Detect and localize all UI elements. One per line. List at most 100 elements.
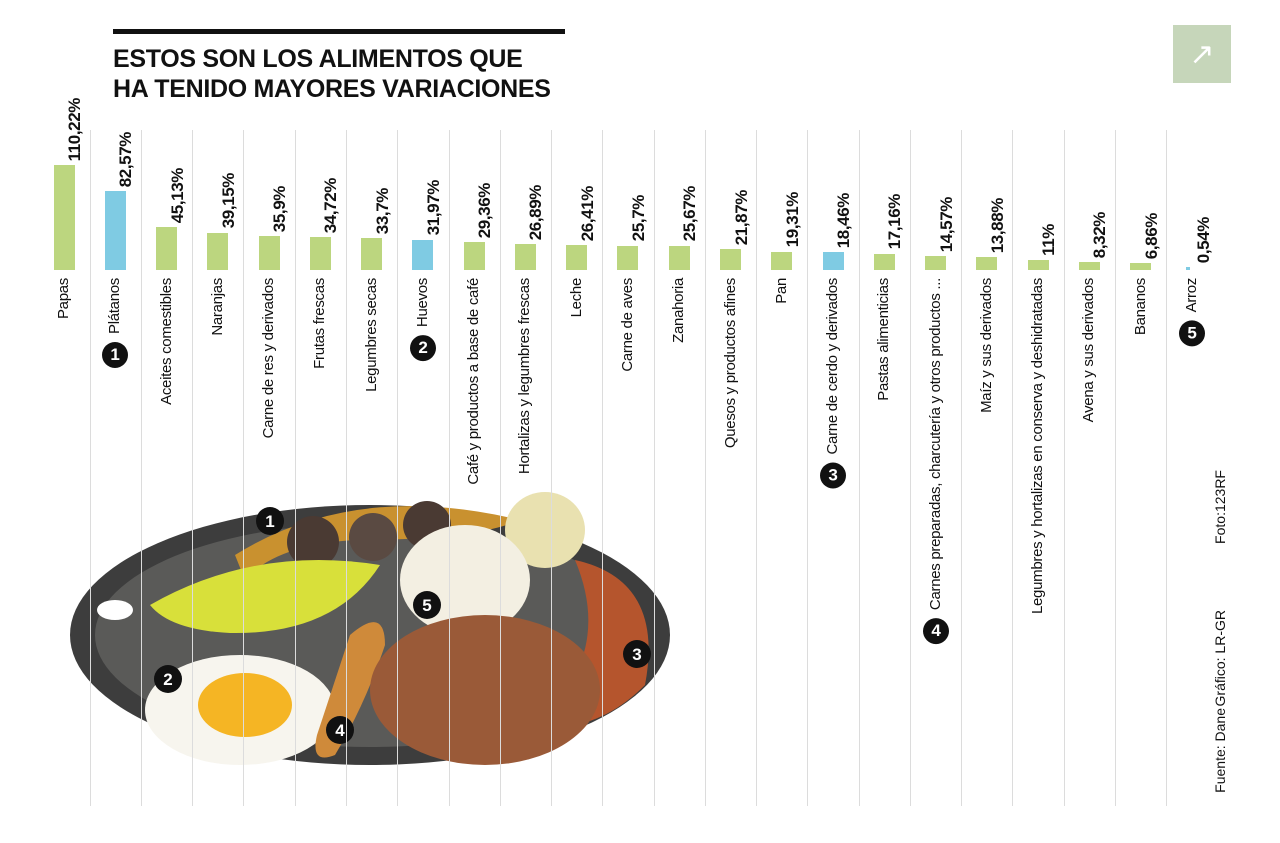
column-divider: [1063, 130, 1065, 806]
source-credit: Fuente: Dane: [1212, 708, 1228, 793]
value-label: 17,16%: [885, 194, 905, 250]
category-label: Zanahoria: [670, 278, 688, 343]
column-divider: [909, 130, 911, 806]
value-label: 45,13%: [167, 167, 187, 224]
chorizo: [349, 513, 397, 561]
value-label: 33,7%: [372, 187, 392, 234]
value-label: 14,57%: [936, 196, 956, 253]
beans: [370, 615, 600, 765]
column-divider: [89, 130, 91, 806]
bandeja-paisa-photo: 1 2 3 4 5: [70, 492, 670, 765]
category-text: Huevos: [413, 278, 431, 328]
category-text: Plátanos: [106, 278, 124, 334]
category-label: 2 Huevos: [409, 278, 436, 362]
column-divider: [243, 130, 245, 806]
column-divider: [294, 130, 296, 806]
chorizo: [287, 516, 339, 568]
bar: [1027, 259, 1049, 270]
expand-button[interactable]: ↗: [1173, 25, 1231, 83]
value-label: 82,57%: [116, 132, 136, 188]
marker-badge: 2: [409, 335, 436, 362]
category-label: Hortalizas y legumbres frescas: [516, 278, 534, 474]
marker-badge: 1: [102, 341, 129, 368]
category-text: Avena y sus derivados: [1080, 278, 1098, 423]
marker-badge: 4: [922, 618, 949, 645]
photo-marker-label: 4: [335, 721, 345, 740]
bar: [1185, 267, 1190, 270]
column-divider: [961, 130, 963, 806]
value-label: 18,46%: [834, 193, 854, 249]
category-text: Hortalizas y legumbres frescas: [516, 278, 534, 475]
category-label: Aceites comestibles: [158, 278, 176, 405]
bar: [207, 232, 229, 270]
value-label: 39,15%: [218, 173, 238, 229]
column-divider: [756, 130, 758, 806]
category-text: Legumbres secas: [362, 278, 380, 392]
bar: [668, 245, 690, 270]
category-text: Carne de res y derivados: [260, 278, 278, 439]
category-text: Arroz: [1182, 278, 1200, 313]
bar: [514, 244, 536, 270]
category-label: Leche: [568, 278, 586, 317]
category-text: Leche: [567, 278, 585, 318]
bar: [771, 251, 793, 270]
value-label: 31,97%: [423, 180, 443, 236]
value-label: 13,88%: [987, 197, 1007, 253]
title-rule: [113, 29, 565, 34]
column-divider: [704, 130, 706, 806]
column-divider: [1166, 130, 1168, 806]
chicharron: [535, 560, 649, 727]
column-divider: [653, 130, 655, 806]
category-text: Pastas alimenticias: [875, 278, 893, 401]
category-label: Papas: [55, 278, 73, 319]
category-text: Quesos y productos afines: [721, 278, 739, 449]
bar: [53, 165, 75, 270]
graphic-credit: Gráfico: LR-GR: [1212, 610, 1228, 707]
column-divider: [499, 130, 501, 806]
bar: [361, 237, 383, 270]
photo-marker-1: [256, 507, 284, 535]
bar: [104, 191, 126, 270]
bar: [156, 227, 178, 270]
photo-credit: Foto:123RF: [1212, 470, 1228, 544]
column-divider: [140, 130, 142, 806]
category-text: Pan: [772, 278, 790, 304]
column-divider: [1115, 130, 1117, 806]
category-label: Pastas alimenticias: [875, 278, 893, 401]
category-label: 5 Arroz: [1178, 278, 1205, 347]
bar: [309, 236, 331, 270]
category-text: Carne de aves: [618, 278, 636, 372]
value-label: 8,32%: [1090, 211, 1110, 259]
photo-marker-label: 3: [632, 645, 641, 664]
value-label: 21,87%: [731, 189, 751, 246]
value-label: 26,41%: [577, 185, 597, 241]
photo-marker-label: 2: [163, 670, 172, 689]
photo-marker-3: [623, 640, 651, 668]
avocado: [150, 560, 380, 634]
chart-title: ESTOS SON LOS ALIMENTOS QUE HA TENIDO MA…: [113, 44, 551, 104]
bar: [1130, 263, 1152, 270]
category-text: Zanahoria: [670, 278, 688, 343]
value-label: 29,36%: [475, 182, 495, 239]
category-label: Legumbres secas: [363, 278, 381, 392]
category-text: Papas: [55, 278, 72, 320]
value-label: 6,86%: [1141, 213, 1161, 260]
category-text: Café y productos a base de café: [465, 278, 483, 485]
category-label: Legumbres y hortalizas en conserva y des…: [1029, 278, 1047, 614]
category-text: Carnes preparadas, charcutería y otros p…: [926, 278, 944, 611]
column-divider: [602, 130, 604, 806]
photo-marker-5: [413, 591, 441, 619]
category-label: Carne de aves: [619, 278, 637, 372]
category-label: Frutas frescas: [311, 278, 329, 369]
column-divider: [1012, 130, 1014, 806]
category-text: Aceites comestibles: [157, 278, 175, 405]
marker-badge: 5: [1178, 320, 1205, 347]
category-text: Maíz y sus derivados: [977, 278, 995, 413]
column-divider: [192, 130, 194, 806]
category-text: Frutas frescas: [311, 278, 329, 369]
bar: [258, 235, 280, 270]
value-label: 26,89%: [526, 185, 546, 241]
photo-marker-label: 5: [422, 596, 431, 615]
value-label: 25,7%: [628, 195, 648, 242]
column-divider: [448, 130, 450, 806]
